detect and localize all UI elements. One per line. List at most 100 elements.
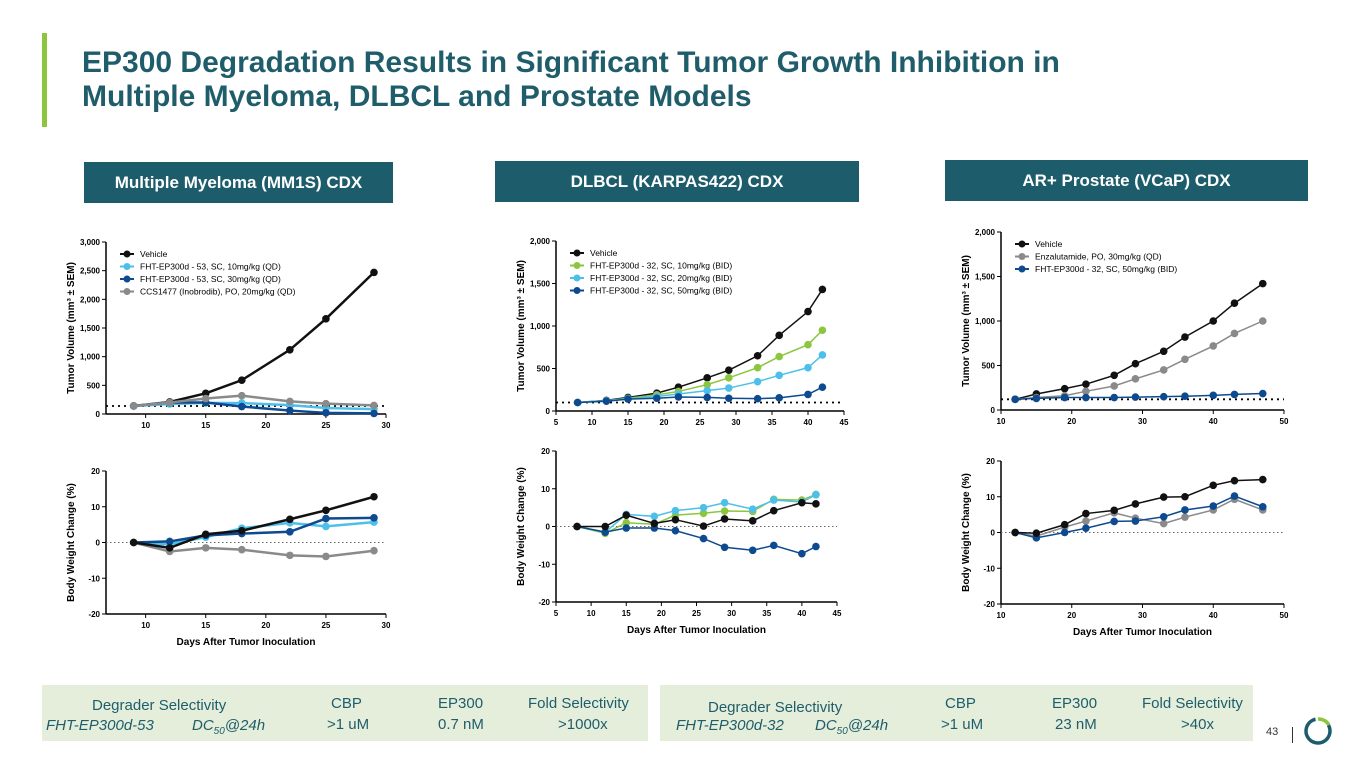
data-point [165,398,174,407]
data-point [1131,359,1140,368]
x-tick-label: 35 [768,418,777,427]
data-point [1131,393,1140,401]
data-point [769,496,778,504]
company-logo-icon [1304,717,1332,745]
y-tick-label: 10 [91,503,100,512]
y-tick-label: -10 [538,560,550,569]
series-fht-ep300d-32-sc-50mg-kg-bid- [1011,389,1267,404]
fold-value: >1000x [558,716,608,733]
data-point [1159,392,1168,401]
x-tick-label: 15 [201,621,210,630]
data-point [1258,389,1267,398]
legend-swatch-marker [123,263,131,270]
x-tick-label: 20 [261,621,270,630]
legend-swatch-marker [573,287,581,294]
legend-swatch-marker [1018,253,1026,260]
data-point [753,377,762,386]
y-tick-label: 10 [541,485,550,494]
data-point [237,376,246,384]
x-tick-label: 25 [321,421,330,430]
data-point [769,506,778,515]
legend-swatch-marker [123,275,131,283]
data-point [322,315,330,323]
x-tick-label: 30 [1138,417,1147,426]
data-point [1110,517,1118,526]
fold-value: >40x [1181,716,1214,733]
y-tick-label: 20 [986,457,995,466]
y-tick-label: 1,500 [80,324,101,333]
y-tick-label: 0 [96,539,101,548]
data-point [601,528,609,536]
data-point [1181,513,1189,521]
legend-entry: Vehicle [590,248,618,258]
x-tick-label: 25 [321,621,330,630]
data-point [201,544,210,552]
x-tick-label: 40 [804,418,813,427]
x-tick-label: 10 [997,417,1006,426]
data-point [129,402,138,410]
dc-text: DC [192,717,214,734]
data-point [624,395,632,403]
data-point [1032,394,1041,403]
data-point [237,402,246,411]
data-point [804,390,812,399]
data-point [1082,524,1090,533]
data-point [1181,492,1189,501]
data-point [1258,317,1267,325]
series-enzalutamide-po-30mg-kg-qd- [1011,495,1267,540]
data-point [573,522,581,531]
series-ccs1477-inobrodib-po-20mg-kg-qd- [129,391,378,410]
x-tick-label: 5 [554,609,559,618]
legend-swatch-marker [573,249,581,257]
data-point [1082,387,1090,396]
data-point [201,530,210,539]
series-fht-ep300d-32-sc-10mg-kg-bid- [573,490,820,538]
data-point [818,285,827,294]
data-point [1159,493,1168,501]
series-vehicle [1011,475,1267,538]
legend-entry: FHT-EP300d - 53, SC, 30mg/kg (QD) [140,274,281,284]
legend-entry: FHT-EP300d - 32, SC, 10mg/kg (BID) [590,261,732,271]
data-point [798,549,806,558]
data-point [370,514,378,522]
dc-tail: @24h [847,717,889,734]
selectivity-label: Degrader Selectivity [92,697,227,714]
y-tick-label: 0 [546,407,551,416]
cbp-value: >1 uM [327,716,370,733]
data-point [650,519,659,528]
legend-swatch-marker [1018,265,1026,273]
series-vehicle [573,285,827,407]
x-tick-label: 20 [261,421,270,430]
data-point [1159,519,1168,528]
data-point [1230,329,1239,338]
data-point [748,517,757,525]
x-tick-label: 5 [554,418,559,427]
data-point [1209,342,1218,350]
data-point [286,406,294,415]
legend-swatch-marker [123,250,131,258]
x-tick-label: 20 [660,418,669,427]
data-point [1110,382,1118,390]
y-axis-label: Tumor Volume (mm³ ± SEM) [516,260,527,392]
selectivity-label: Degrader Selectivity [708,699,843,716]
data-point [699,509,708,518]
panel-header-vcap: AR+ Prostate (VCaP) CDX [945,160,1308,201]
x-tick-label: 10 [141,621,150,630]
data-point [370,401,378,410]
data-point [804,340,812,349]
data-point [1230,476,1239,485]
chart-mm-bw: -20 -10 0 10 20 10 15 20 25 30 Body Weight Change … [66,467,391,648]
data-point [286,515,294,524]
x-tick-label: 10 [588,418,597,427]
divider [1292,727,1293,743]
data-point [1181,506,1189,514]
x-tick-label: 20 [657,609,666,618]
page-number: 43 [1266,726,1279,738]
title-line-1: EP300 Degradation Results in Significant… [82,46,1060,79]
legend-entry: Enzalutamide, PO, 30mg/kg (QD) [1035,252,1162,262]
legend-entry: CCS1477 (Inobrodib), PO, 20mg/kg (QD) [140,287,296,297]
data-point [370,409,378,418]
x-axis-label: Days After Tumor Inoculation [627,625,766,636]
y-tick-label: -20 [983,600,995,609]
data-point [798,498,806,507]
